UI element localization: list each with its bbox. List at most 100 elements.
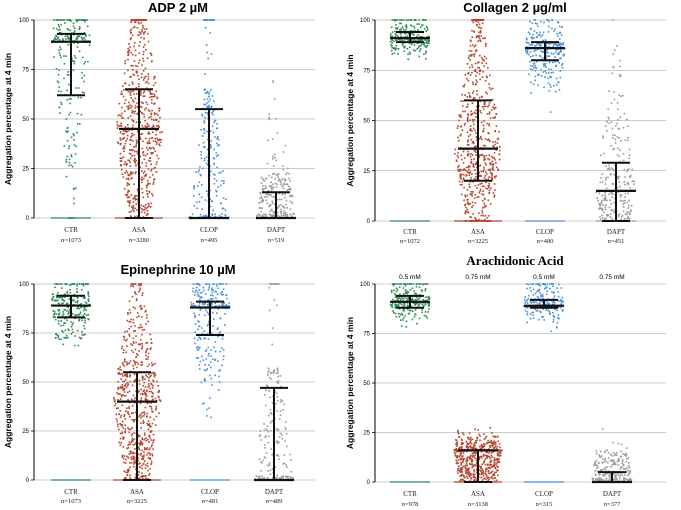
data-point [124,431,126,434]
data-point [220,283,222,285]
data-point [148,385,151,387]
data-point [130,157,132,160]
data-point [122,129,125,132]
data-point [482,144,485,147]
data-point [142,154,145,156]
data-point [60,48,62,50]
data-point [488,189,491,191]
data-point [130,64,132,67]
data-point [286,213,288,216]
data-point [145,162,148,165]
data-point [138,22,141,25]
data-point [58,338,60,341]
data-point [424,303,427,306]
data-point [495,125,498,127]
data-point [488,183,490,185]
data-point [475,440,477,442]
data-point [129,149,131,151]
data-point [391,35,393,38]
data-point [140,397,143,399]
data-point [130,177,133,180]
data-point [129,94,132,96]
data-point [617,147,619,150]
data-point [470,129,472,132]
data-point [87,292,90,295]
data-point [67,19,70,21]
chart-title: Arachidonic Acid [466,253,564,268]
data-point [200,151,202,153]
data-point [537,25,539,28]
data-point [67,71,69,73]
data-point [121,454,124,457]
data-point [69,29,72,32]
data-point [424,289,427,292]
data-point [474,50,477,53]
data-point [258,475,261,477]
data-point [151,153,153,155]
data-point [462,168,464,171]
data-point [272,81,274,83]
data-point [418,317,421,320]
data-point [428,298,431,300]
data-point [619,199,622,202]
data-point [267,414,270,417]
data-point [152,392,154,395]
data-point [494,441,496,444]
data-point [139,462,141,464]
data-point [206,98,209,100]
data-point [59,112,61,114]
data-point [266,202,269,204]
data-point [58,308,61,311]
data-point [134,291,136,294]
data-point [428,297,431,299]
data-point [134,448,136,450]
data-point [413,315,416,318]
data-point [123,89,125,91]
data-point [275,441,278,443]
data-point [146,447,149,449]
data-point [152,441,154,444]
data-point [87,298,90,300]
data-point [479,37,481,40]
data-point [471,154,474,156]
data-point [284,193,286,195]
data-point [151,137,154,139]
data-point [204,314,206,317]
data-point [622,203,625,206]
data-point [143,381,145,384]
data-point [479,447,482,450]
data-point [276,198,279,201]
data-point [122,363,125,366]
data-point [154,95,156,98]
data-point [128,101,130,104]
data-point [277,369,279,372]
data-point [271,183,274,185]
data-point [425,40,428,43]
data-point [472,213,474,215]
data-point [60,19,63,21]
data-point [134,19,136,21]
data-point [140,412,143,415]
data-point [198,302,201,305]
data-point [62,324,65,327]
data-point [268,113,271,115]
data-point [558,38,561,40]
data-point [67,306,69,308]
data-point [609,213,612,215]
data-point [466,460,469,463]
data-point [146,126,148,128]
data-point [624,139,627,142]
data-point [123,133,125,135]
data-point [420,26,422,29]
data-point [465,210,467,212]
data-point [203,289,205,292]
data-point [490,440,493,442]
data-point [62,19,64,21]
data-point [466,63,469,65]
data-point [493,194,496,197]
data-point [471,195,473,197]
data-point [130,149,133,151]
data-point [469,216,471,218]
data-point [214,290,216,293]
data-point [461,183,463,186]
